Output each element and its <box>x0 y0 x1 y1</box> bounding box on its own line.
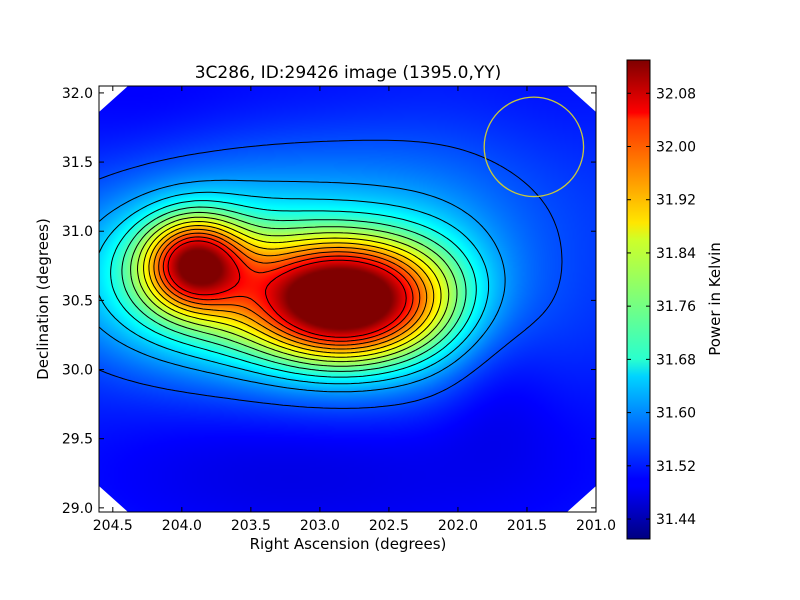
beam-circle <box>483 96 585 198</box>
colorbar-tick-label: 31.44 <box>656 512 696 528</box>
contour-line <box>137 216 450 363</box>
y-tick-label: 30.0 <box>62 363 93 379</box>
x-axis-ticks: 204.5 204.0 203.5 203.0 202.5 202.0 201.5 201.0 <box>93 86 616 534</box>
y-axis-ticks: 29.0 29.5 30.0 30.5 31.0 31.5 32.0 <box>62 86 596 517</box>
colorbar-tick-label: 31.52 <box>656 459 696 475</box>
y-tick-label: 31.0 <box>62 224 93 240</box>
colorbar-tick-label: 31.92 <box>656 193 696 209</box>
contour-line <box>162 236 414 342</box>
contour-line <box>148 225 435 354</box>
y-tick-label: 30.5 <box>62 293 93 309</box>
x-tick-label: 201.5 <box>507 518 547 534</box>
colorbar-frame <box>626 59 651 540</box>
plot-frame <box>98 85 597 513</box>
contour-line <box>167 240 407 338</box>
y-tick-label: 31.5 <box>62 155 93 171</box>
contour-line <box>99 179 506 393</box>
colorbar-tick-label: 31.84 <box>656 246 696 262</box>
colorbar-tick-label: 32.00 <box>656 139 696 155</box>
colorbar <box>627 60 650 539</box>
contour-line <box>143 221 442 358</box>
colorbar-ticks: 31.44 31.52 31.60 31.68 31.76 31.84 31.92 32.00… <box>627 86 696 528</box>
colorbar-tick-label: 31.60 <box>656 406 696 422</box>
contour-line <box>121 206 467 372</box>
contour-line <box>153 228 428 350</box>
contour-line <box>99 139 563 409</box>
y-tick-label: 29.0 <box>62 501 93 517</box>
y-tick-label: 29.5 <box>62 432 93 448</box>
contour-line <box>99 191 490 385</box>
chart-title: 3C286, ID:29426 image (1395.0,YY) <box>195 63 502 83</box>
x-tick-label: 202.5 <box>369 518 409 534</box>
contour-line <box>130 211 458 367</box>
colorbar-label: Power in Kelvin <box>706 242 724 356</box>
contour-lines <box>99 139 563 409</box>
contour-line <box>110 200 477 378</box>
x-axis-label: Right Ascension (degrees) <box>250 535 447 553</box>
x-tick-label: 203.0 <box>300 518 340 534</box>
colorbar-tick-label: 32.08 <box>656 86 696 102</box>
plot-area <box>99 86 596 512</box>
y-axis-label: Declination (degrees) <box>34 218 52 380</box>
contour-line <box>158 232 421 346</box>
colorbar-tick-label: 31.76 <box>656 299 696 315</box>
x-tick-label: 204.5 <box>93 518 133 534</box>
x-tick-label: 201.0 <box>576 518 616 534</box>
x-tick-label: 204.0 <box>162 518 202 534</box>
y-tick-label: 32.0 <box>62 86 93 102</box>
x-tick-label: 203.5 <box>231 518 271 534</box>
x-tick-label: 202.0 <box>438 518 478 534</box>
colorbar-tick-label: 31.68 <box>656 352 696 368</box>
